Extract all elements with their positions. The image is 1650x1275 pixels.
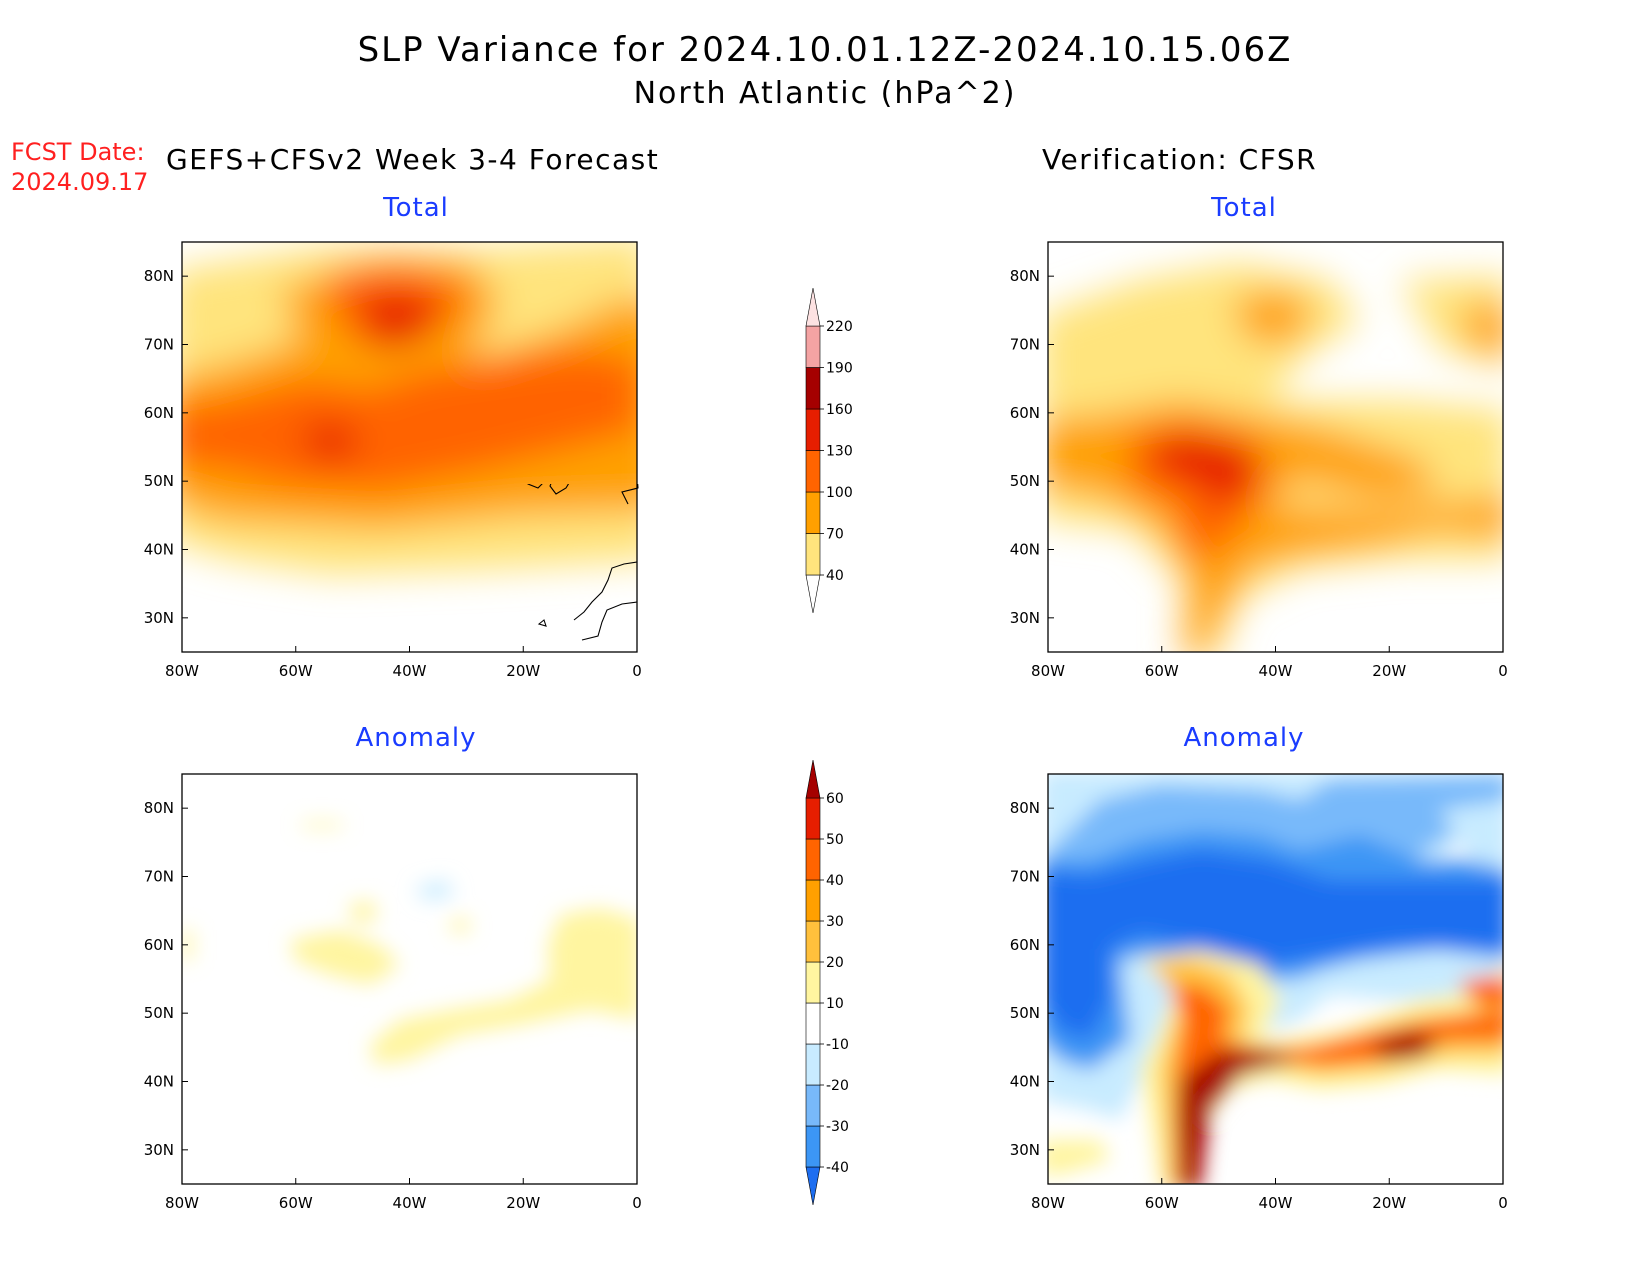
colorbar-swatch xyxy=(805,450,821,493)
colorbar-swatch xyxy=(805,1043,821,1086)
colorbar-level-label: 190 xyxy=(826,361,853,377)
lat-tick-label: 70N xyxy=(144,868,174,886)
lon-tick-label: 40W xyxy=(1259,662,1293,680)
lat-tick-label: 30N xyxy=(1010,609,1040,627)
lon-tick-label: 0 xyxy=(1498,662,1508,680)
colorbar-level-label: 60 xyxy=(826,791,844,807)
lat-tick-label: 40N xyxy=(1010,541,1040,559)
colorbar-level-label: -30 xyxy=(826,1119,849,1135)
lat-tick-label: 70N xyxy=(144,336,174,354)
colorbar-lower-arrow xyxy=(805,574,821,614)
obs-anomaly-panel xyxy=(1047,773,1504,1185)
colorbar-upper-arrow xyxy=(805,759,821,799)
forecast-column-heading: GEFS+CFSv2 Week 3-4 Forecast xyxy=(166,143,660,176)
fcst-total-panel xyxy=(181,241,639,683)
lat-tick-label: 50N xyxy=(1010,1004,1040,1022)
lat-tick-label: 60N xyxy=(1010,936,1040,954)
colorbar-level-label: 20 xyxy=(826,955,844,971)
colorbar-swatch xyxy=(805,879,821,922)
colorbar-level-label: 40 xyxy=(826,568,844,584)
colorbar-level-label: 30 xyxy=(826,914,844,930)
lon-tick-label: 20W xyxy=(1372,662,1406,680)
lon-tick-label: 80W xyxy=(165,662,199,680)
lat-tick-label: 60N xyxy=(1010,404,1040,422)
lat-tick-label: 60N xyxy=(144,404,174,422)
lon-tick-label: 40W xyxy=(393,662,427,680)
colorbar-level-label: 160 xyxy=(826,402,853,418)
obs-total-title: Total xyxy=(1211,193,1277,223)
lon-tick-label: 20W xyxy=(506,1194,540,1212)
fcst-anomaly-panel xyxy=(181,773,638,1185)
figure-subtitle: North Atlantic (hPa^2) xyxy=(633,76,1017,111)
anomaly-colorbar: -40 -30 -20 -10 10 20 30 40 50 60 xyxy=(805,759,849,1206)
colorbar-swatch xyxy=(805,1002,821,1045)
colorbar-level-label: 100 xyxy=(826,485,853,501)
verification-column-heading: Verification: CFSR xyxy=(1042,143,1318,176)
lon-tick-label: 60W xyxy=(1145,662,1179,680)
colorbar-swatch xyxy=(805,408,821,451)
colorbar-upper-arrow xyxy=(805,287,821,327)
lat-tick-label: 70N xyxy=(1010,868,1040,886)
colorbar-level-label: 220 xyxy=(826,319,853,335)
lat-tick-label: 80N xyxy=(144,267,174,285)
colorbar-swatch xyxy=(805,1125,821,1168)
lon-tick-label: 60W xyxy=(279,1194,313,1212)
lon-tick-label: 60W xyxy=(279,662,313,680)
lat-tick-label: 60N xyxy=(144,936,174,954)
colorbar-swatch xyxy=(805,797,821,840)
lon-tick-label: 80W xyxy=(1031,1194,1065,1212)
lon-tick-label: 0 xyxy=(632,662,642,680)
lon-tick-label: 80W xyxy=(165,1194,199,1212)
lon-tick-label: 20W xyxy=(506,662,540,680)
lat-tick-label: 80N xyxy=(144,799,174,817)
colorbar-level-label: 70 xyxy=(826,527,844,543)
lat-tick-label: 40N xyxy=(144,1073,174,1091)
lon-tick-label: 40W xyxy=(393,1194,427,1212)
lon-tick-label: 0 xyxy=(632,1194,642,1212)
colorbar-level-label: 40 xyxy=(826,873,844,889)
lat-tick-label: 50N xyxy=(144,1004,174,1022)
lon-tick-label: 60W xyxy=(1145,1194,1179,1212)
colorbar-lower-arrow xyxy=(805,1166,821,1206)
lat-tick-label: 80N xyxy=(1010,799,1040,817)
colorbar-level-label: 130 xyxy=(826,444,853,460)
lat-tick-label: 80N xyxy=(1010,267,1040,285)
total-colorbar: 40 70 100 130 160 190 220 xyxy=(805,287,853,614)
colorbar-swatch xyxy=(805,838,821,881)
lat-tick-label: 40N xyxy=(144,541,174,559)
colorbar-swatch xyxy=(805,1084,821,1127)
colorbar-swatch xyxy=(805,533,821,576)
axis-labels: 80W 60W 40W 20W 0 80N 70N 60N 50N 40N 30N 80W 60W 40W… xyxy=(144,267,1508,1212)
lat-tick-label: 50N xyxy=(1010,472,1040,490)
lat-tick-label: 30N xyxy=(1010,1141,1040,1159)
lat-tick-label: 30N xyxy=(144,609,174,627)
colorbar-swatch xyxy=(805,325,821,368)
obs-anomaly-title: Anomaly xyxy=(1183,723,1305,753)
lon-tick-label: 0 xyxy=(1498,1194,1508,1212)
lon-tick-label: 40W xyxy=(1259,1194,1293,1212)
lon-tick-label: 20W xyxy=(1372,1194,1406,1212)
colorbar-level-label: -40 xyxy=(826,1160,849,1176)
colorbar-swatch xyxy=(805,491,821,534)
colorbar-swatch xyxy=(805,920,821,963)
colorbar-swatch xyxy=(805,961,821,1004)
figure-title: SLP Variance for 2024.10.01.12Z-2024.10.… xyxy=(357,30,1293,70)
lat-tick-label: 50N xyxy=(144,472,174,490)
lat-tick-label: 40N xyxy=(1010,1073,1040,1091)
obs-total-panel xyxy=(1047,241,1504,653)
lat-tick-label: 30N xyxy=(144,1141,174,1159)
colorbar-level-label: 50 xyxy=(826,832,844,848)
lon-tick-label: 80W xyxy=(1031,662,1065,680)
lat-tick-label: 70N xyxy=(1010,336,1040,354)
colorbar-level-label: -10 xyxy=(826,1037,849,1053)
fcst-total-title: Total xyxy=(383,193,449,223)
colorbar-level-label: -20 xyxy=(826,1078,849,1094)
fcst-anomaly-title: Anomaly xyxy=(355,723,477,753)
colorbar-level-label: 10 xyxy=(826,996,844,1012)
colorbar-swatch xyxy=(805,367,821,410)
forecast-date-value: 2024.09.17 xyxy=(11,168,149,196)
forecast-date-label: FCST Date: xyxy=(11,138,145,166)
